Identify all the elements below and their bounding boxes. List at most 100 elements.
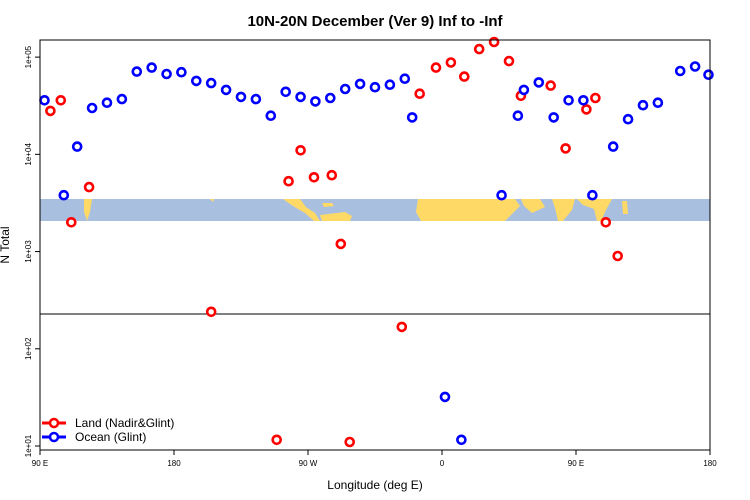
data-point [354, 78, 366, 90]
data-point [83, 181, 95, 193]
data-point [581, 104, 592, 115]
data-point [101, 97, 113, 108]
data-point [86, 102, 98, 114]
map-landmass-guam [210, 199, 214, 202]
data-point [399, 73, 411, 84]
map-landmass-indochina [577, 199, 612, 221]
data-point [563, 95, 574, 106]
data-point [324, 92, 336, 104]
data-point [518, 84, 530, 96]
data-point [578, 95, 589, 106]
y-tick-label: 1e+04 [24, 143, 33, 166]
data-point [458, 71, 470, 82]
x-axis-label: Longitude (deg E) [327, 478, 422, 492]
data-point [116, 93, 128, 105]
legend: Land (Nadir&Glint) Ocean (Glint) [42, 416, 174, 444]
data-point [250, 93, 262, 105]
data-point [205, 77, 217, 89]
plot-area [39, 36, 714, 451]
data-point [55, 95, 67, 106]
data-point [456, 434, 467, 446]
legend-entry-ocean: Ocean (Glint) [42, 430, 146, 444]
x-tick-label: 180 [703, 459, 717, 468]
data-point [473, 43, 485, 55]
data-point [344, 436, 356, 448]
data-point [445, 57, 457, 68]
data-point [45, 105, 56, 117]
data-point [161, 68, 172, 80]
data-point [590, 92, 601, 104]
legend-label-ocean: Ocean (Glint) [75, 430, 146, 444]
data-point [71, 141, 83, 152]
data-point [545, 80, 557, 91]
data-point [283, 175, 294, 187]
data-point [548, 112, 560, 123]
data-point [512, 110, 524, 121]
map-landmass-india [552, 199, 575, 221]
data-point [146, 62, 157, 73]
data-point [39, 95, 50, 106]
x-tick-label: 0 [440, 459, 445, 468]
data-point [396, 321, 408, 333]
data-point [384, 79, 396, 90]
data-point [369, 81, 381, 93]
data-point [560, 143, 571, 154]
data-point [308, 172, 320, 183]
data-point [176, 66, 187, 78]
data-point [205, 306, 217, 318]
x-tick-label: 90 E [32, 459, 48, 468]
x-tick-label: 90 E [568, 459, 584, 468]
data-point [235, 91, 247, 103]
data-point [674, 65, 686, 77]
data-point [335, 238, 347, 250]
data-point [607, 141, 619, 152]
data-point [131, 66, 143, 77]
x-tick-label: 90 W [299, 459, 318, 468]
world-map-strip [40, 199, 710, 221]
map-landmass-central-america [283, 199, 320, 221]
data-points [39, 36, 714, 448]
data-point [66, 217, 77, 228]
x-axis: 90 E 180 90 W 0 90 E 180 [32, 450, 717, 468]
map-landmass-africa [416, 199, 520, 221]
data-point [295, 91, 306, 103]
data-point [220, 84, 232, 96]
y-tick-label: 1e+01 [24, 434, 33, 457]
data-point [439, 391, 451, 403]
legend-marker-land [48, 417, 60, 429]
data-point [703, 69, 714, 80]
map-landmass-myanmar-west [84, 199, 92, 221]
data-point [533, 77, 545, 88]
data-point [406, 112, 418, 123]
y-tick-label: 1e+03 [24, 240, 33, 263]
map-landmass-philippines [622, 201, 628, 214]
data-point [265, 110, 277, 121]
data-point [652, 97, 664, 108]
legend-label-land: Land (Nadir&Glint) [75, 416, 174, 430]
map-landmass-arabia [521, 199, 545, 213]
data-point [587, 189, 598, 201]
plot-frame [39, 39, 711, 451]
data-point [612, 250, 624, 262]
y-axis: 1e+01 1e+02 1e+03 1e+04 1e+05 [24, 45, 40, 457]
chart-title: 10N-20N December (Ver 9) Inf to -Inf [247, 13, 503, 30]
legend-marker-ocean [48, 431, 60, 443]
series-ocean [39, 61, 714, 446]
data-point [339, 83, 351, 95]
data-point [191, 75, 202, 87]
data-point [280, 86, 292, 98]
legend-entry-land: Land (Nadir&Glint) [42, 416, 174, 430]
data-point [430, 62, 442, 73]
data-point [326, 169, 338, 181]
plot-background [40, 40, 710, 450]
map-landmass-venezuela [320, 212, 352, 221]
data-point [689, 61, 701, 72]
data-point [600, 217, 612, 228]
data-point [58, 189, 70, 201]
data-point [637, 99, 649, 111]
data-point [271, 434, 283, 446]
y-axis-label: N Total [0, 226, 12, 263]
x-tick-label: 180 [167, 459, 181, 468]
y-tick-label: 1e+05 [24, 45, 33, 68]
